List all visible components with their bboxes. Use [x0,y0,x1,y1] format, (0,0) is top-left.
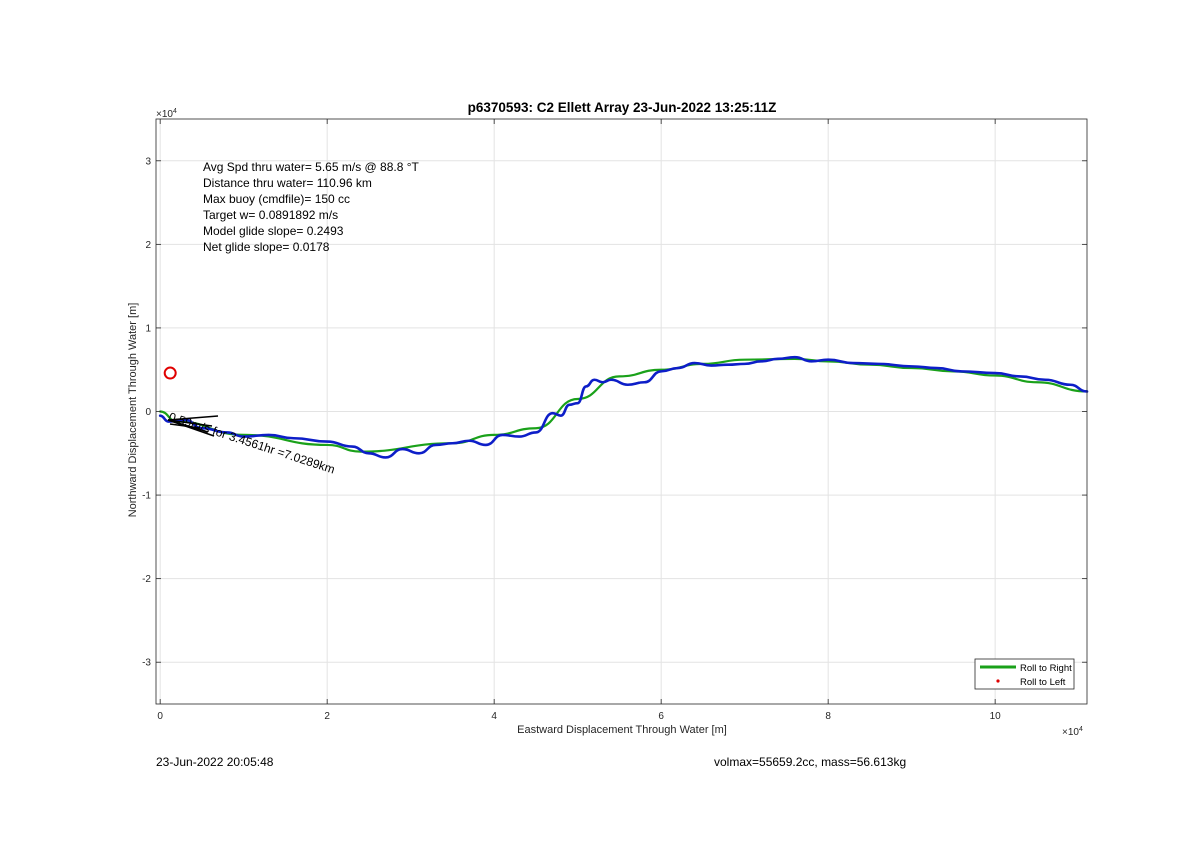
footer-timestamp: 23-Jun-2022 20:05:48 [156,755,274,769]
x-exponent-label: ×104 [1062,726,1083,738]
y-tick-label: 0 [145,407,151,418]
roll-left-marker [163,366,177,380]
segment-vector [167,415,219,421]
annotation-net-glide: Net glide slope= 0.0178 [203,240,330,254]
legend-box [974,658,1075,690]
annotation-distance: Distance thru water= 110.96 km [203,176,372,190]
legend-label-roll-left: Roll to Left [1020,677,1066,688]
x-tick-label: 8 [825,711,831,722]
segment-vector [169,423,201,429]
x-tick-label: 4 [491,711,497,722]
y-tick-label: -3 [142,658,151,669]
y-tick-label: 1 [145,323,151,334]
track-line [158,355,1089,459]
y-tick-label: -1 [142,491,151,502]
y-exponent-power: 4 [173,108,177,115]
segment-vectors [167,415,219,437]
grid [156,119,1087,704]
x-exponent-power: 4 [1079,726,1083,733]
chart-title: p6370593: C2 Ellett Array 23-Jun-2022 13… [468,100,777,115]
x-exponent-base: ×10 [1062,727,1079,738]
legend: Roll to Right Roll to Left [974,658,1075,690]
x-tick-label: 0 [157,711,163,722]
y-exponent-base: ×10 [156,109,173,120]
series-layer [158,355,1089,459]
ticks: 0 2 4 6 8 10 -3 -2 -1 0 1 2 3 [142,119,1087,722]
annotation-avg-speed: Avg Spd thru water= 5.65 m/s @ 88.8 °T [203,160,420,174]
x-tick-label: 10 [990,711,1002,722]
y-tick-label: -2 [142,574,151,585]
annotation-max-buoy: Max buoy (cmdfile)= 150 cc [203,192,350,206]
x-tick-label: 6 [658,711,664,722]
y-exponent-label: ×104 [156,108,177,120]
annotation-model-glide: Model glide slope= 0.2493 [203,224,344,238]
footer-volume-mass: volmax=55659.2cc, mass=56.613kg [714,755,907,769]
legend-swatch-roll-left [996,679,1000,683]
y-tick-label: 3 [145,156,151,167]
x-axis-label: Eastward Displacement Through Water [m] [517,724,727,736]
y-axis-label: Northward Displacement Through Water [m] [127,303,139,518]
x-tick-label: 2 [324,711,330,722]
y-tick-label: 2 [145,240,151,251]
annotation-target-w: Target w= 0.0891892 m/s [203,208,338,222]
stats-annotations: Avg Spd thru water= 5.65 m/s @ 88.8 °T D… [203,160,420,254]
roll-right-line [159,357,1089,453]
legend-label-roll-right: Roll to Right [1020,663,1072,674]
segment-vector [167,419,213,427]
